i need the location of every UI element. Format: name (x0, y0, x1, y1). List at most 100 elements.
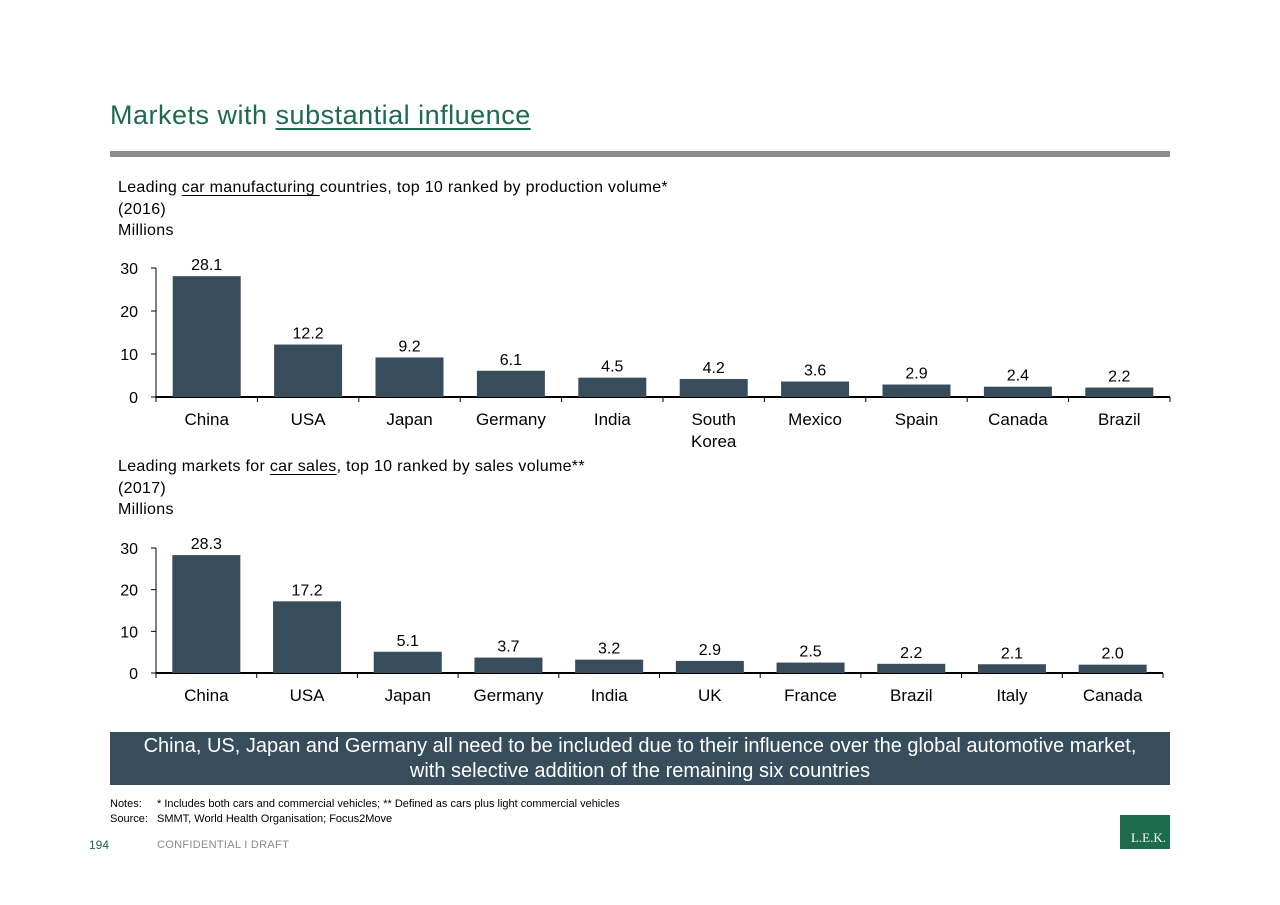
conclusion-text: China, US, Japan and Germany all need to… (143, 734, 1137, 782)
title-divider (110, 151, 1170, 157)
sales-category-label: Canada (1083, 686, 1143, 705)
production-category-label-line: Brazil (1098, 410, 1141, 429)
chart-1-title-post: countries, top 10 ranked by production v… (319, 179, 668, 196)
page-title-underlined: substantial influence (275, 100, 531, 130)
sales-bar (373, 651, 442, 673)
production-category-label-line: Canada (988, 410, 1048, 429)
production-category-label-line: China (184, 410, 229, 429)
sales-category-label-line: China (184, 686, 229, 705)
sales-value-label: 2.5 (799, 644, 821, 661)
logo-text: L.E.K. (1130, 830, 1166, 845)
page-title-plain: Markets with (110, 100, 276, 130)
sales-category-label-line: UK (698, 686, 722, 705)
sales-value-label: 2.0 (1102, 646, 1124, 663)
production-category-label: Germany (476, 410, 546, 429)
production-category-label-line: USA (291, 410, 327, 429)
production-category-label: Spain (895, 410, 938, 429)
production-category-label-line: South (691, 410, 735, 429)
production-value-label: 12.2 (293, 326, 324, 343)
page-title: Markets with substantial influence (110, 100, 531, 131)
source-text: SMMT, World Health Organisation; Focus2M… (157, 812, 393, 825)
sales-category-label: Japan (385, 686, 431, 705)
production-y-tick-label: 20 (120, 304, 138, 321)
sales-y-tick-label: 10 (120, 624, 138, 641)
production-bar (679, 378, 748, 397)
production-value-label: 4.2 (703, 360, 725, 377)
sales-value-label: 3.2 (598, 641, 620, 658)
sales-category-label: Germany (473, 686, 543, 705)
sales-bar (172, 555, 241, 673)
sales-bar (575, 659, 644, 673)
sales-category-label-line: India (591, 686, 628, 705)
production-bar (375, 357, 444, 397)
production-bar (983, 386, 1052, 397)
notes-line: Notes: * Includes both cars and commercia… (110, 797, 620, 812)
chart-2-title-underlined: car sales (269, 458, 337, 475)
sales-bar-chart: 0 10 20 30 28.3 China 17.2 USA 5.1 Japan 3.7 German… (120, 536, 1164, 705)
chart-2-title: Leading markets for car sales, top 10 ra… (118, 456, 585, 478)
notes-text: * Includes both cars and commercial vehi… (157, 798, 620, 810)
production-y-tick-label: 10 (120, 347, 138, 364)
lek-logo: L.E.K. (1120, 815, 1170, 849)
sales-value-label: 5.1 (397, 633, 419, 650)
confidentiality-label: CONFIDENTIAL I DRAFT (157, 839, 290, 851)
chart-2-title-pre: Leading markets for (118, 458, 270, 475)
production-value-label: 2.4 (1007, 368, 1029, 385)
chart-1-title: Leading car manufacturing countries, top… (118, 177, 668, 199)
production-category-label: Mexico (788, 410, 842, 429)
sales-y-tick-label: 0 (129, 666, 138, 683)
sales-category-label: UK (698, 686, 722, 705)
sales-value-label: 17.2 (291, 582, 322, 599)
sales-value-label: 2.2 (900, 645, 922, 662)
sales-category-label-line: Italy (996, 686, 1028, 705)
production-category-label: India (594, 410, 631, 429)
sales-category-label-line: Canada (1083, 686, 1143, 705)
production-value-label: 6.1 (500, 352, 522, 369)
production-value-label: 2.2 (1108, 369, 1130, 386)
production-bar (172, 276, 241, 397)
chart-1-title-pre: Leading (118, 179, 182, 196)
production-category-label: Brazil (1098, 410, 1141, 429)
sales-category-label-line: USA (290, 686, 326, 705)
production-category-label-line: Japan (386, 410, 432, 429)
sales-bar (776, 662, 845, 673)
sales-category-label-line: France (784, 686, 837, 705)
production-value-label: 4.5 (601, 359, 623, 376)
sales-category-label: USA (290, 686, 326, 705)
conclusion-banner: China, US, Japan and Germany all need to… (110, 732, 1170, 785)
sales-bar (474, 657, 543, 673)
page-number: 194 (89, 838, 110, 852)
sales-bar (977, 664, 1046, 673)
production-bar-chart: 0 10 20 30 28.1 China 12.2 USA 9.2 Japan 6.1 German… (120, 257, 1171, 451)
production-value-label: 28.1 (191, 257, 222, 274)
sales-bar (877, 663, 946, 673)
production-bar (882, 384, 951, 397)
production-bar (578, 377, 647, 397)
sales-bar (273, 601, 342, 673)
production-bar (476, 370, 545, 397)
notes-block: Notes: * Includes both cars and commercia… (110, 797, 620, 826)
notes-label: Notes: (110, 798, 142, 810)
sales-value-label: 28.3 (191, 536, 222, 553)
production-category-label-line: Korea (691, 432, 737, 451)
production-y-tick-label: 0 (129, 390, 138, 407)
source-label: Source: (110, 812, 148, 825)
production-category-label-line: Spain (895, 410, 938, 429)
sales-category-label: China (184, 686, 229, 705)
sales-category-label: Brazil (890, 686, 933, 705)
production-category-label-line: Germany (476, 410, 546, 429)
production-y-tick-label: 30 (120, 261, 138, 278)
sales-category-label-line: Germany (473, 686, 543, 705)
sales-y-tick-label: 30 (120, 541, 138, 558)
chart-1-unit: Millions (118, 222, 174, 239)
chart-2-unit: Millions (118, 501, 174, 518)
sales-bar (675, 660, 744, 673)
chart-1-title-underlined: car manufacturing (181, 179, 320, 196)
sales-value-label: 3.7 (497, 639, 519, 656)
sales-category-label: Italy (996, 686, 1028, 705)
production-bar (274, 344, 343, 397)
production-category-label-line: Mexico (788, 410, 842, 429)
sales-value-label: 2.1 (1001, 645, 1023, 662)
production-category-label: South Korea (691, 410, 737, 451)
sales-category-label: India (591, 686, 628, 705)
